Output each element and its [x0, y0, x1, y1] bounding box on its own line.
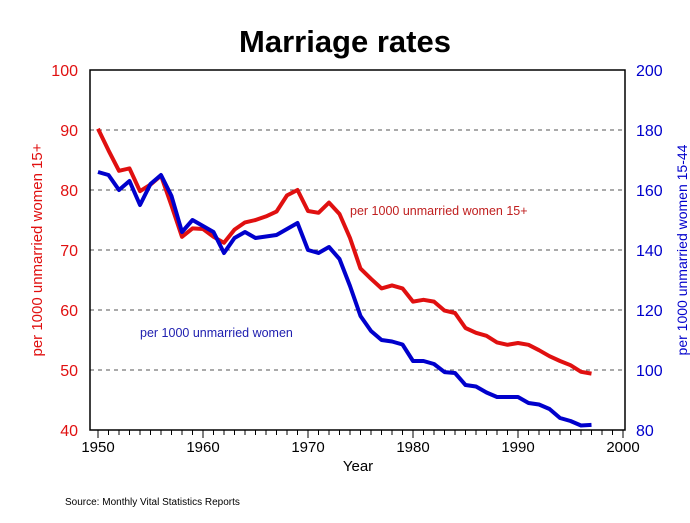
x-tick-label: 1980 [396, 439, 429, 456]
left-tick-label: 70 [60, 243, 78, 260]
x-tick-label: 1970 [291, 439, 324, 456]
left-tick-label: 90 [60, 123, 78, 140]
right-tick-label: 80 [636, 423, 654, 440]
right-tick-label: 100 [636, 363, 663, 380]
left-tick-label: 60 [60, 303, 78, 320]
chart-title: Marriage rates [239, 24, 451, 59]
right-tick-label: 200 [636, 63, 663, 80]
x-axis-label: Year [343, 458, 373, 475]
x-tick-label: 1990 [501, 439, 534, 456]
left-tick-label: 100 [51, 63, 78, 80]
source-note: Source: Monthly Vital Statistics Reports [65, 497, 240, 508]
right-tick-label: 160 [636, 183, 663, 200]
right-tick-label: 140 [636, 243, 663, 260]
annotation-red-series: per 1000 unmarried women 15+ [350, 204, 528, 218]
x-tick-label: 1950 [81, 439, 114, 456]
left-axis-label: per 1000 unmarried women 15+ [29, 143, 46, 356]
right-tick-label: 120 [636, 303, 663, 320]
right-axis-label: per 1000 unmarried women 15-44 [674, 144, 690, 355]
left-tick-label: 50 [60, 363, 78, 380]
x-tick-label: 1960 [186, 439, 219, 456]
x-tick-label: 2000 [606, 439, 639, 456]
right-tick-label: 180 [636, 123, 663, 140]
plot-area-frame [89, 69, 626, 431]
annotation-blue-series: per 1000 unmarried women [140, 326, 293, 340]
series-line-15-44 [97, 170, 592, 428]
left-tick-label: 40 [60, 423, 78, 440]
left-tick-label: 80 [60, 183, 78, 200]
